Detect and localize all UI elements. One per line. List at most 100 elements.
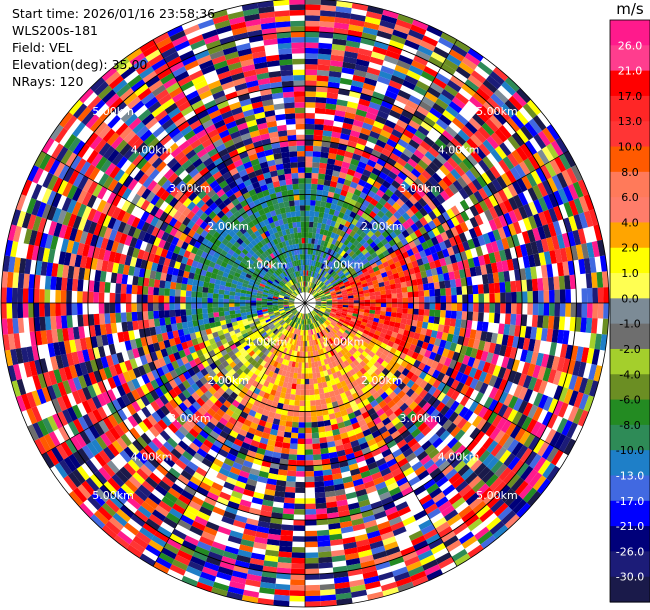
range-gate: [237, 549, 252, 558]
range-gate: [464, 121, 478, 135]
range-gate: [284, 497, 295, 504]
range-gate: [329, 65, 343, 73]
range-gate: [321, 299, 327, 302]
range-gate: [290, 579, 305, 586]
range-gate: [313, 308, 319, 313]
range-gate: [423, 66, 438, 78]
range-gate: [305, 134, 314, 141]
range-gate: [338, 223, 345, 231]
range-gate: [393, 571, 411, 582]
range-gate: [386, 85, 400, 95]
range-gate: [321, 141, 331, 148]
range-gate: [301, 313, 304, 320]
range-gate: [342, 385, 350, 393]
range-gate: [502, 186, 513, 200]
range-gate: [479, 83, 494, 98]
range-gate: [349, 579, 365, 588]
range-gate: [543, 303, 550, 316]
range-gate: [551, 174, 563, 191]
range-gate: [478, 303, 485, 313]
range-gate: [93, 291, 99, 303]
range-gate: [480, 421, 492, 434]
range-gate: [432, 379, 442, 389]
range-gate: [493, 89, 509, 104]
range-gate: [368, 341, 376, 348]
range-gate: [479, 382, 489, 395]
range-gate: [603, 287, 609, 303]
range-gate: [305, 243, 309, 249]
range-gate: [417, 235, 426, 244]
range-gate: [104, 282, 111, 293]
range-gate: [351, 315, 358, 320]
range-gate: [386, 307, 392, 313]
range-gate: [566, 422, 578, 439]
range-gate: [375, 350, 383, 358]
range-gate: [410, 382, 420, 392]
range-gate: [390, 312, 397, 318]
range-gate: [365, 277, 373, 283]
range-gate: [458, 505, 473, 519]
range-gate: [371, 448, 382, 457]
range-gate: [485, 242, 494, 254]
range-gate: [316, 377, 322, 384]
range-gate: [583, 210, 594, 228]
range-gate: [158, 287, 165, 296]
range-gate: [174, 309, 181, 317]
range-gate: [315, 91, 328, 98]
range-gate: [352, 119, 364, 128]
range-gate: [428, 210, 437, 221]
range-gate: [338, 272, 345, 278]
range-gate: [360, 127, 372, 136]
range-gate: [305, 313, 307, 320]
range-gate: [440, 364, 449, 375]
range-gate: [108, 343, 117, 355]
range-gate: [410, 182, 421, 192]
range-gate: [449, 75, 465, 88]
range-gate: [435, 496, 449, 508]
range-gate: [497, 404, 509, 417]
range-gate: [414, 252, 422, 261]
range-gate: [299, 346, 303, 352]
range-gate: [224, 290, 230, 296]
range-gate: [290, 432, 299, 439]
range-gate: [559, 343, 568, 359]
range-gate: [336, 382, 343, 390]
range-gate: [533, 392, 544, 407]
range-gate: [283, 376, 290, 383]
range-gate: [353, 335, 360, 342]
range-gate: [321, 246, 327, 253]
range-gate: [312, 222, 318, 228]
range-gate: [404, 555, 420, 567]
range-gate: [542, 277, 549, 291]
range-gate: [473, 225, 483, 237]
range-gate: [528, 376, 538, 391]
range-gate: [273, 496, 285, 503]
range-gate: [336, 279, 343, 284]
range-gate: [305, 503, 316, 510]
range-gate: [408, 119, 421, 130]
range-gate: [431, 252, 440, 262]
range-gate: [321, 285, 327, 291]
range-gate: [404, 420, 414, 430]
range-gate: [380, 391, 389, 400]
range-gate: [445, 229, 454, 239]
range-gate: [334, 377, 341, 385]
range-gate: [371, 125, 383, 135]
range-gate: [483, 253, 491, 265]
range-gate: [535, 352, 544, 367]
range-gate: [333, 406, 341, 414]
range-gate: [313, 292, 318, 297]
range-gate: [298, 416, 305, 423]
range-gate: [340, 355, 347, 363]
range-gate: [592, 303, 599, 319]
range-gate: [375, 457, 387, 467]
range-gate: [535, 327, 543, 341]
range-gate: [483, 283, 490, 294]
range-gate: [327, 267, 333, 274]
range-gate: [309, 389, 315, 396]
range-gate: [242, 589, 260, 598]
range-gate: [510, 280, 517, 293]
range-gate: [448, 271, 456, 281]
range-gate: [262, 565, 278, 573]
range-gate: [537, 149, 550, 165]
